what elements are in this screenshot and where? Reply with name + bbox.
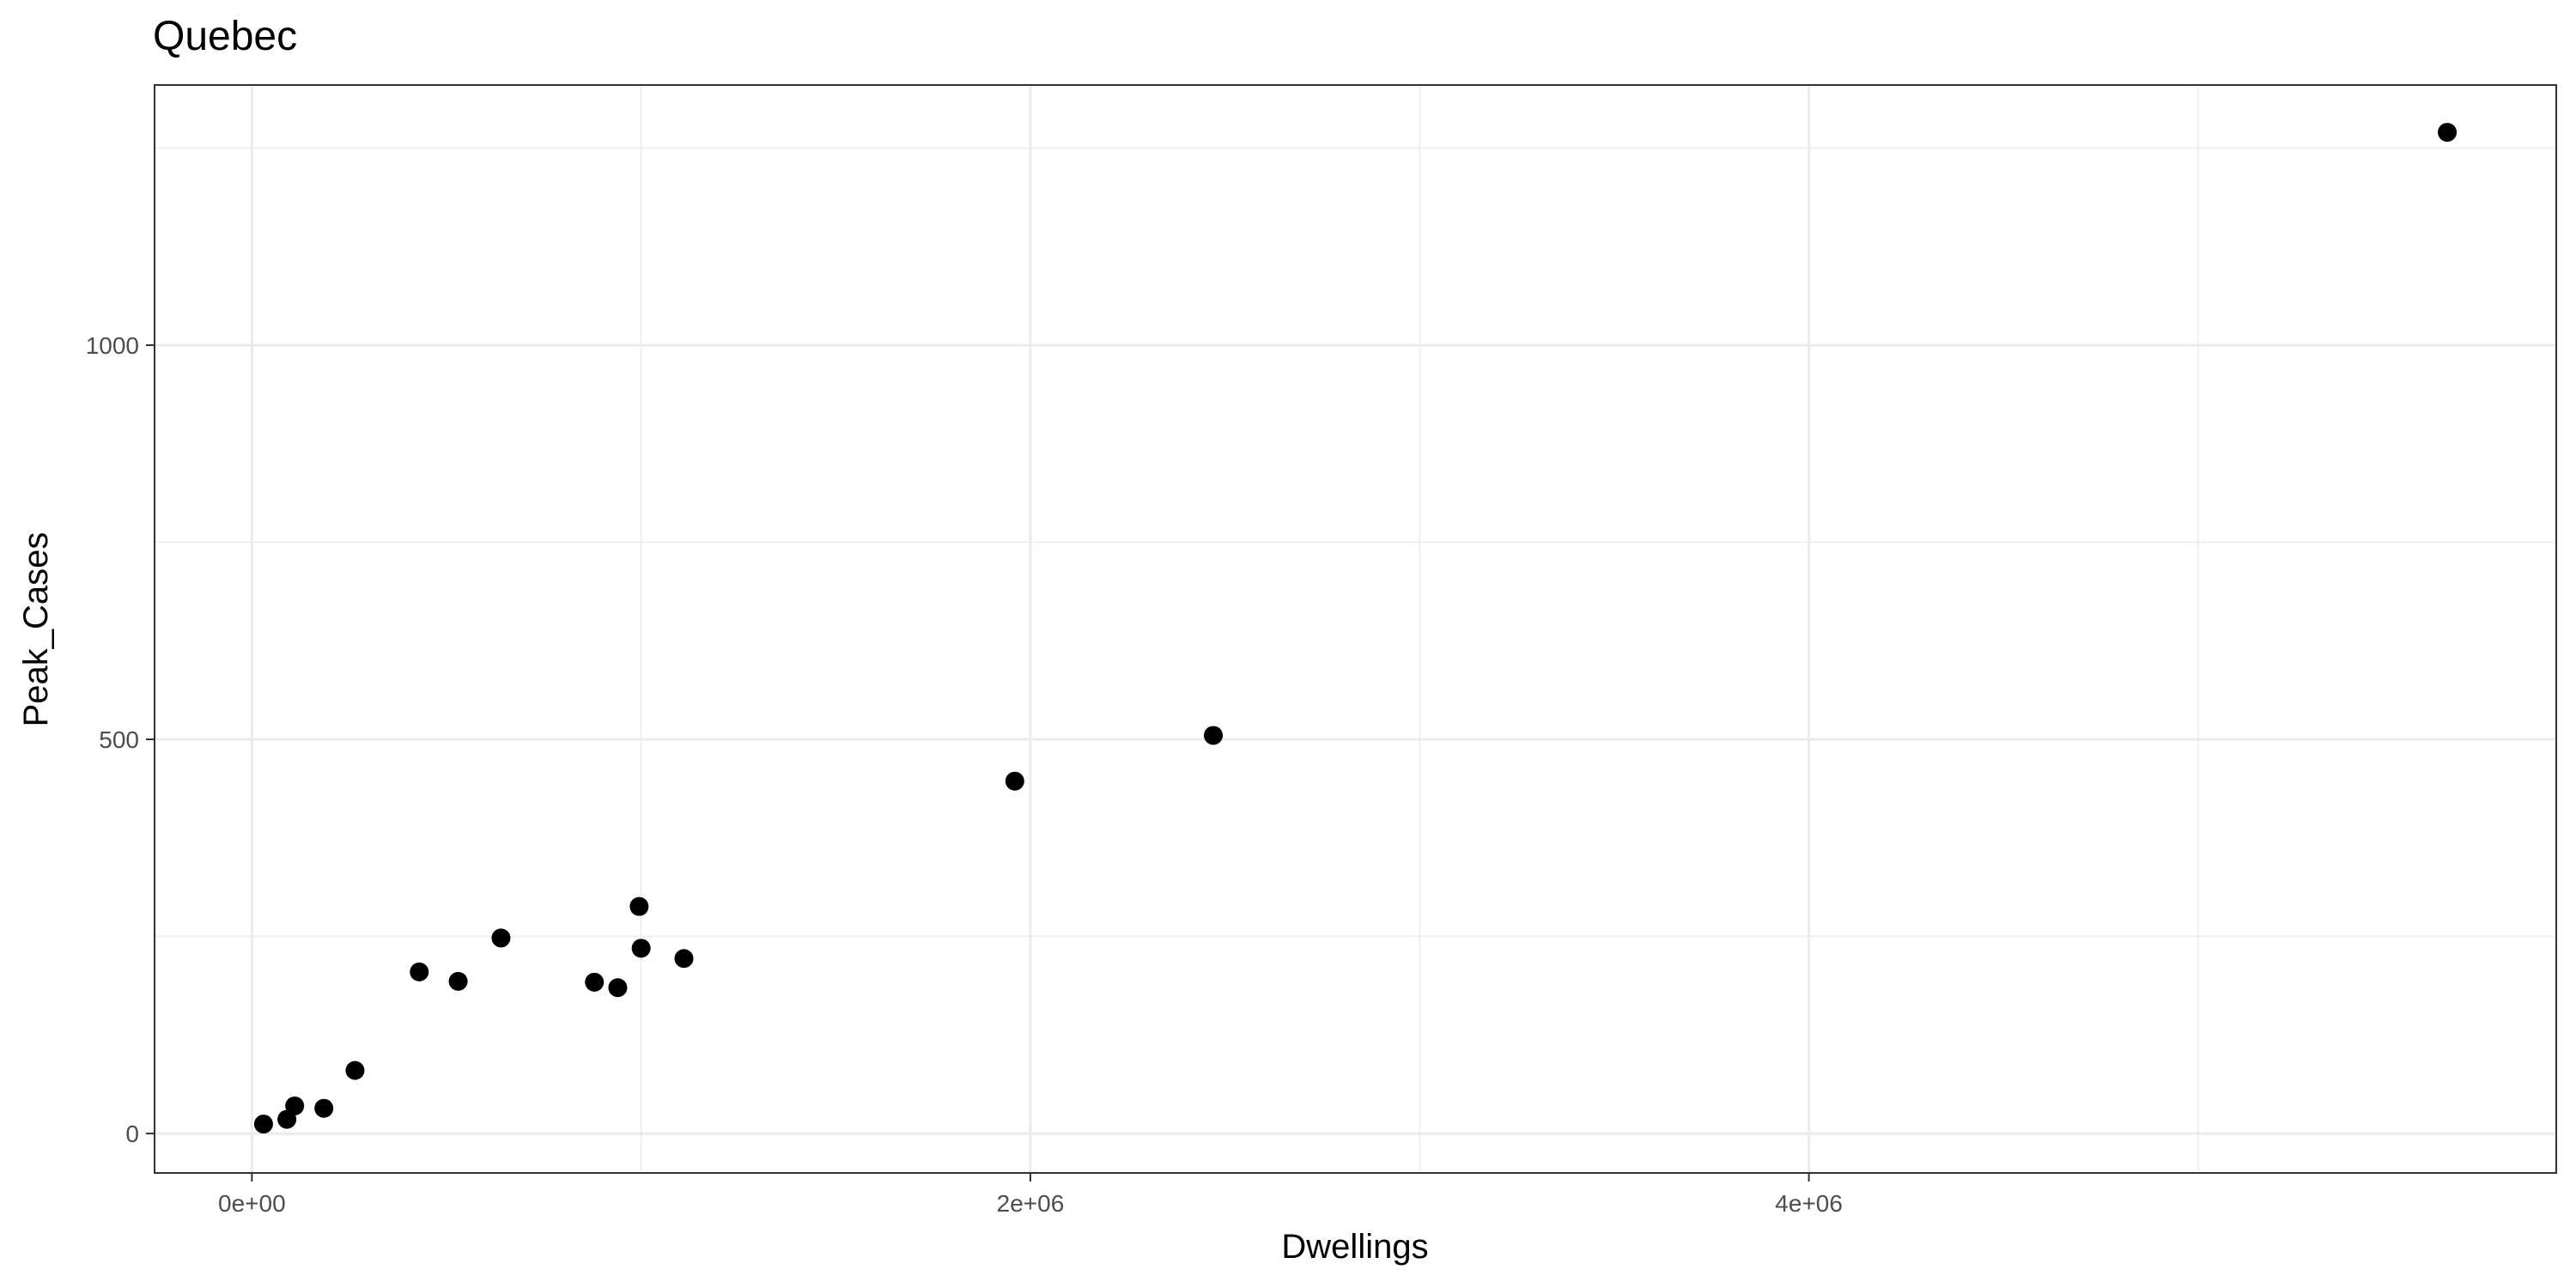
data-point — [608, 978, 628, 998]
data-point — [285, 1096, 305, 1115]
x-axis-title: Dwellings — [1281, 1228, 1428, 1266]
plot-panel — [155, 85, 2556, 1173]
y-tick-label: 1000 — [86, 332, 139, 359]
data-point — [345, 1060, 365, 1080]
grid-lines — [155, 85, 2556, 1173]
data-point — [585, 972, 605, 992]
y-tick-label: 500 — [99, 726, 139, 753]
panel-border — [154, 84, 2557, 1174]
data-point — [314, 1098, 334, 1118]
data-point — [2438, 123, 2458, 143]
x-tick-label: 0e+00 — [218, 1190, 286, 1217]
data-point — [629, 896, 649, 916]
data-point — [491, 928, 511, 948]
y-axis-title: Peak_Cases — [17, 532, 55, 727]
data-point — [631, 939, 651, 958]
data-point — [253, 1115, 273, 1134]
data-point — [410, 962, 429, 981]
data-point — [1204, 726, 1224, 745]
x-tick-label: 4e+06 — [1775, 1190, 1843, 1217]
axis-ticks: 0e+00 2e+06 4e+06 0 500 1000 — [86, 332, 1843, 1217]
data-point — [1005, 771, 1024, 791]
data-point — [674, 949, 694, 969]
x-tick-label: 2e+06 — [997, 1190, 1065, 1217]
y-tick-label: 0 — [125, 1121, 139, 1147]
data-point — [448, 971, 468, 991]
chart-title: Quebec — [153, 14, 297, 59]
data-points — [253, 123, 2458, 1134]
